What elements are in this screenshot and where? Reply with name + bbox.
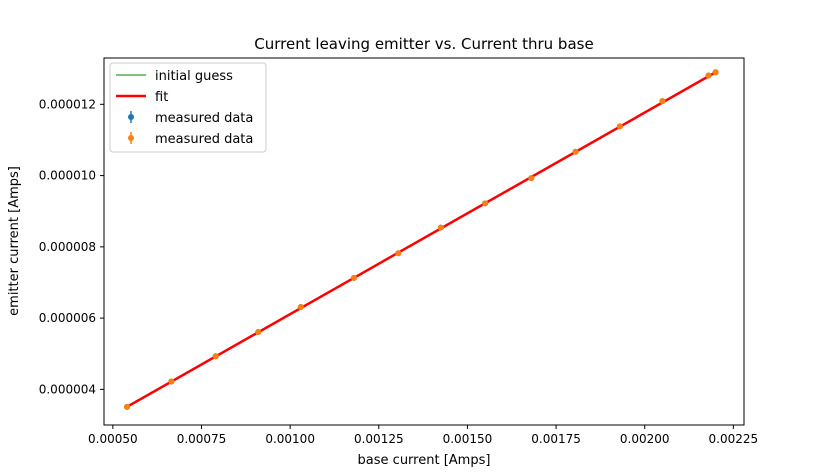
legend-label: measured data: [155, 111, 253, 126]
legend-frame: [109, 62, 267, 153]
plot-frame: [103, 57, 745, 426]
measured-point-orange: [616, 123, 623, 130]
chart-title: Current leaving emitter vs. Current thru…: [254, 35, 593, 53]
x-tick-label: 0.00100: [265, 432, 315, 446]
series-layer: [124, 69, 719, 410]
y-axis-label: emitter current [Amps]: [7, 166, 22, 316]
x-tick-label: 0.00175: [531, 432, 581, 446]
y-tick-label: 0.000004: [39, 382, 96, 396]
measured-point-orange: [297, 304, 304, 311]
measured-point-orange: [437, 224, 444, 231]
measured-point-orange: [572, 148, 579, 155]
legend-label: fit: [155, 90, 168, 105]
x-tick-label: 0.00150: [443, 432, 493, 446]
legend-marker-orange: [128, 135, 134, 141]
legend-label: measured data: [155, 132, 253, 147]
x-tick-label: 0.00050: [88, 432, 138, 446]
measured-point-orange: [212, 353, 219, 360]
legend: initial guess fit measured data measured d…: [109, 62, 267, 153]
x-tick-label: 0.00225: [709, 432, 759, 446]
y-tick-label: 0.000012: [39, 97, 96, 111]
measured-point-orange: [705, 72, 712, 79]
y-tick-label: 0.000010: [39, 169, 96, 183]
x-axis-label: base current [Amps]: [358, 453, 491, 468]
measured-point-orange: [395, 250, 402, 257]
measured-point-orange: [659, 98, 666, 105]
measured-point-orange: [168, 378, 175, 385]
y-tick-label: 0.000008: [39, 240, 96, 254]
measured-point-orange: [255, 329, 262, 336]
measured-point-orange: [482, 200, 489, 207]
legend-marker-blue: [128, 114, 134, 120]
legend-label: initial guess: [155, 69, 233, 84]
measured-point-orange: [124, 403, 131, 410]
plot-area: [103, 57, 745, 426]
x-axis-ticks: 0.00050 0.00075 0.00100 0.00125 0.00150 0.001…: [88, 425, 758, 446]
legend-entries: initial guess fit measured data measured d…: [116, 69, 253, 147]
measured-point-orange: [350, 274, 357, 281]
y-tick-label: 0.000006: [39, 311, 96, 325]
x-tick-label: 0.00125: [354, 432, 404, 446]
x-tick-label: 0.00200: [620, 432, 670, 446]
measured-point-orange: [712, 69, 719, 76]
y-axis-ticks: 0.000004 0.000006 0.000008 0.000010 0.000012: [39, 97, 104, 396]
measured-point-orange: [528, 175, 535, 182]
x-tick-label: 0.00075: [177, 432, 227, 446]
